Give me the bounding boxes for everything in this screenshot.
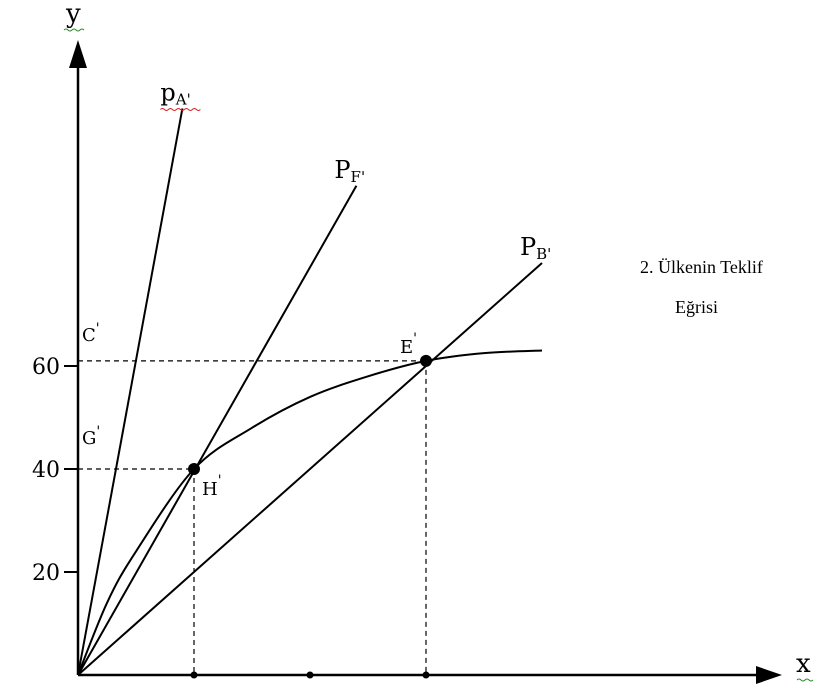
y-axis-letter-labels: C' G' [82, 321, 100, 449]
offer-curve-label: 2. Ülkenin Teklif Eğrisi [640, 257, 763, 317]
y-axis-title: y [65, 0, 81, 29]
ray-label-pb: PB' [520, 233, 551, 263]
y-tick-label-40: 40 [32, 458, 60, 483]
x-tick-20 [190, 671, 198, 679]
ray-label-pf: PF' [334, 156, 365, 186]
y-axis-label-g: G' [82, 424, 100, 449]
y-axis-arrow [69, 40, 87, 68]
y-tick-label-60: 60 [32, 355, 60, 380]
point-label-e: E' [400, 331, 417, 358]
price-lines: pA' PF' PB' [77, 79, 551, 676]
x-tick-60 [422, 671, 430, 679]
offer-curve-line [77, 349, 543, 676]
ray-line-pb [77, 262, 543, 676]
y-tick-label-20: 20 [32, 561, 60, 586]
offer-curve-label-line2: Eğrisi [675, 297, 718, 317]
axis-ticks: 204060204060 [32, 355, 430, 679]
x-axis-arrow [756, 666, 782, 684]
x-tick-40 [306, 671, 314, 679]
offer-curve [77, 349, 543, 676]
point-e [420, 354, 432, 367]
point-h [188, 463, 200, 475]
marked-points: H' E' [188, 331, 432, 500]
ray-label-pa: pA' [160, 79, 190, 109]
x-axis-title: x [796, 649, 811, 679]
y-axis-label-c: C' [82, 321, 100, 346]
ray-line-pf [77, 185, 358, 676]
point-label-h: H' [202, 473, 222, 500]
offer-curve-label-line1: 2. Ülkenin Teklif [640, 257, 763, 277]
ray-line-pa [77, 108, 184, 676]
